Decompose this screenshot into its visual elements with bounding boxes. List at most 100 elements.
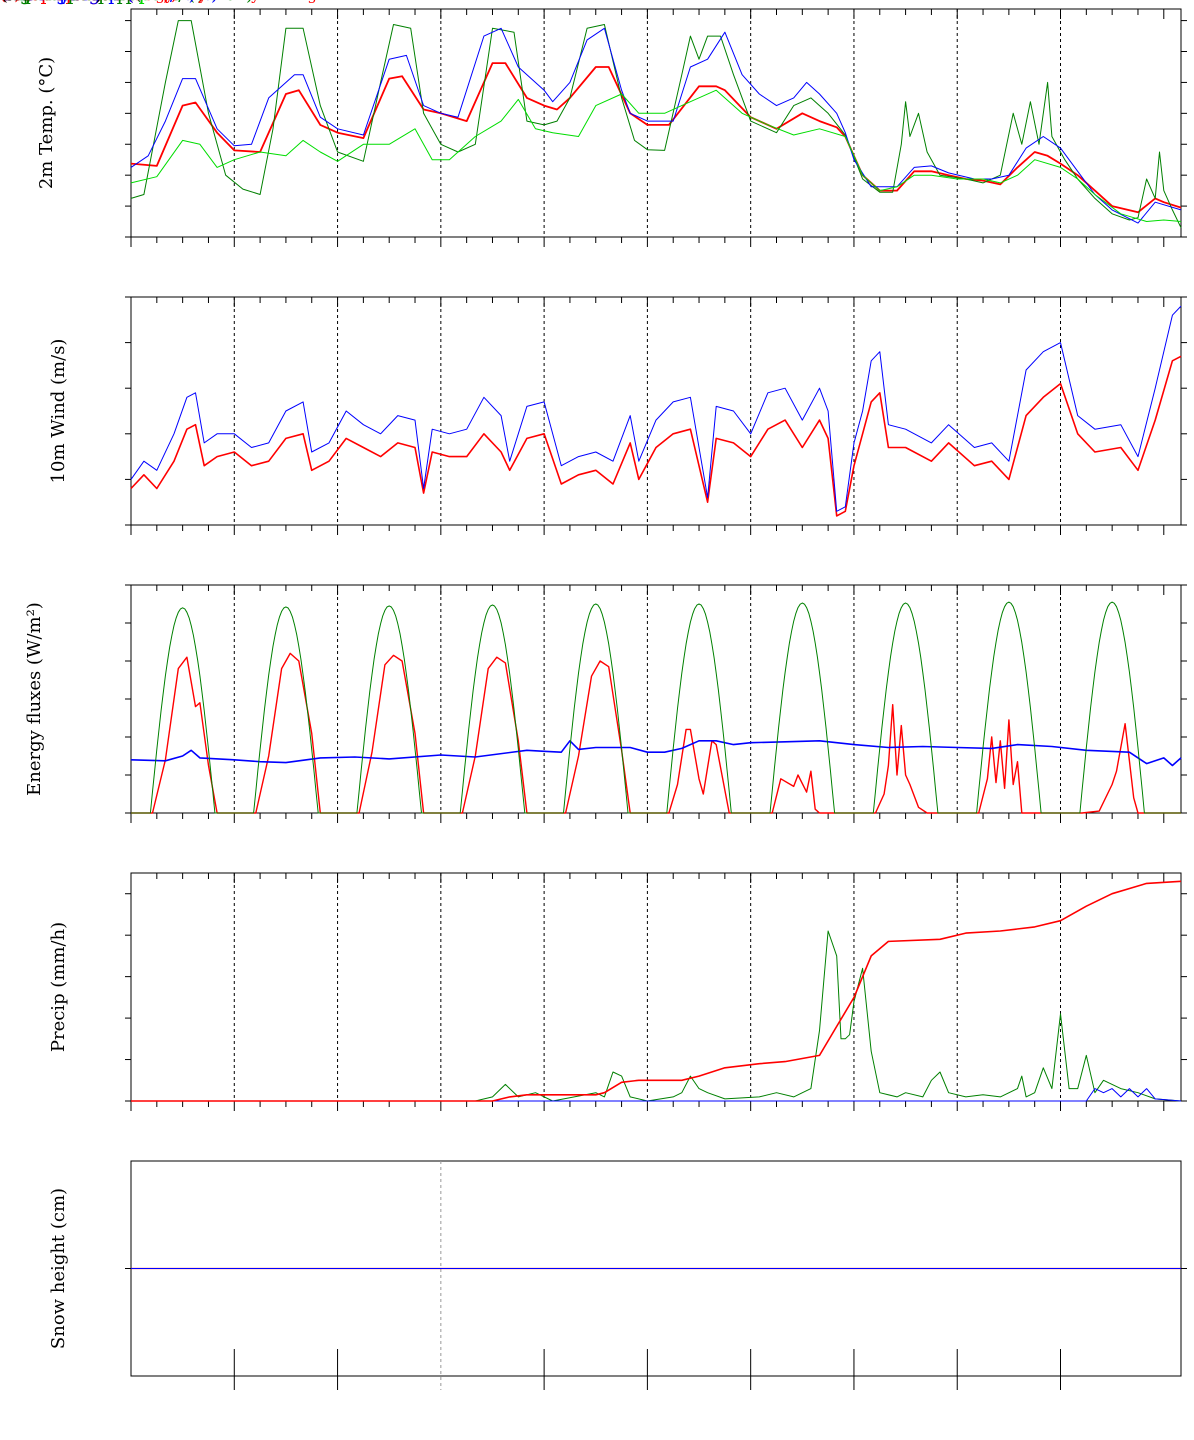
hour-tick-label: 18 <box>0 0 9 4</box>
panel-temp: 0.04.08.012.016.020.024.028.02m Temp. (°… <box>0 0 1187 247</box>
hour-tick-label: 06 <box>0 0 9 4</box>
date-label: MAY 7 <box>0 0 32 5</box>
day-number: 29 <box>0 0 8 3</box>
hour-tick-label: 18 <box>0 0 9 4</box>
day-number: 30 <box>0 0 8 3</box>
hour-tick-label: 18 <box>0 0 9 4</box>
day-number: 3 <box>0 0 4 3</box>
legend-entry: Snow height (cm W.E.) <box>0 0 218 5</box>
hour-tick-label: 12 <box>0 0 9 4</box>
hour-tick-label: 06 <box>0 0 9 4</box>
plot-frame <box>130 8 1182 238</box>
hour-tick-label: 18 <box>0 0 9 4</box>
date-label: MAY 5 <box>0 0 32 5</box>
legend-entry: Total cumulated (cm) <box>0 0 205 5</box>
series-line-lightgreen <box>130 89 1182 222</box>
date-label: MAY 4 <box>0 0 32 5</box>
date-label: APR 30 <box>0 0 36 5</box>
day-abbr: Su <box>0 0 13 5</box>
hour-tick-label: 00 <box>0 0 9 4</box>
hour-tick-label: 18 <box>0 0 9 4</box>
hour-tick-label: 06 <box>0 0 9 4</box>
hour-tick-label: 18 <box>0 0 9 4</box>
legend-entry: Snow height (cm) <box>0 0 170 5</box>
date-label: MAY 6 <box>0 0 32 5</box>
hour-tick-label: 18 <box>0 0 9 4</box>
date-label: MAY 4 <box>0 0 32 5</box>
hour-tick-label: 00 <box>0 0 9 4</box>
date-label: MAY 7 <box>0 0 32 5</box>
hour-tick-label: 00 <box>0 0 9 4</box>
hour-tick-label: 12 <box>0 0 9 4</box>
hour-tick-label: 00 <box>0 0 9 4</box>
date-label: MAY 2 <box>0 0 32 5</box>
hour-tick-label: 18 <box>0 0 9 4</box>
hour-tick-label: 06 <box>0 0 9 4</box>
date-label: APR 28 <box>0 0 36 5</box>
date-label: APR 28 <box>0 0 36 5</box>
month-label: MAY <box>0 0 19 4</box>
hour-tick-label: 00 <box>0 0 9 4</box>
y-axis-label: 10m Wind (m/s) <box>48 339 69 484</box>
hour-tick-label: 00 <box>0 0 9 4</box>
hour-tick-label: 06 <box>0 0 9 4</box>
hour-tick-label: 00 <box>0 0 9 4</box>
hour-tick-label: 18 <box>0 0 9 4</box>
hour-tick-label: 12 <box>0 0 9 4</box>
day-abbr: Su <box>0 0 13 5</box>
hour-tick-label: 18 <box>0 0 9 4</box>
hour-tick-label: 00 <box>0 0 9 4</box>
legend-entry: Wind speed <box>0 0 112 5</box>
hour-tick-label: 06 <box>0 0 9 4</box>
day-abbr: Mo <box>0 0 15 5</box>
hour-tick-label: 00 <box>0 0 9 4</box>
hour-tick-label: 12 <box>0 0 9 4</box>
hour-tick-label: 18 <box>0 0 9 4</box>
day-abbr: We <box>0 0 15 5</box>
day-number: 6 <box>0 0 4 3</box>
hour-tick-label: 12 <box>0 0 9 4</box>
hour-tick-label: 12 <box>0 0 9 4</box>
hour-tick-label: 12 <box>0 0 9 4</box>
date-label: MAY 3 <box>0 0 32 5</box>
date-label: APR 30 <box>0 0 36 5</box>
hour-tick-label: 00 <box>0 0 9 4</box>
legend-entry: Wind gust <box>0 0 98 5</box>
day-number: 2 <box>0 0 4 3</box>
day-abbr: Tu <box>0 0 12 5</box>
date-label: MAY 3 <box>0 0 32 5</box>
date-label: MAY 6 <box>0 0 32 5</box>
hour-tick-label: 18 <box>0 0 9 4</box>
day-number: 5 <box>0 0 4 3</box>
hour-tick-label: 00 <box>0 0 9 4</box>
y-axis-label: Energy fluxes (W/m²) <box>24 602 45 796</box>
hour-tick-label: 18 <box>0 0 9 4</box>
hour-tick-label: 06 <box>0 0 9 4</box>
date-label: MAY 5 <box>0 0 32 5</box>
hour-tick-label: 06 <box>0 0 9 4</box>
hour-tick-label: 00 <box>0 0 9 4</box>
series-line-blue <box>130 305 1182 512</box>
legend-entry: Solar <box>0 0 52 5</box>
day-abbr: We <box>0 0 15 5</box>
hour-tick-label: 00 <box>0 0 9 4</box>
panel-energy: 0.200.400.600.800.1000.1200.Energy fluxe… <box>0 0 1187 823</box>
hour-tick-label: 12 <box>0 0 9 4</box>
hour-tick-label: 06 <box>0 0 9 4</box>
date-label: APR 29 <box>0 0 36 5</box>
day-number: 28 <box>0 0 8 3</box>
hour-tick-label: 00 <box>0 0 9 4</box>
hour-tick-label: 12 <box>0 0 9 4</box>
date-label: APR 29 <box>0 0 36 5</box>
date-label: MAY 3 <box>0 0 32 5</box>
model-credit: MARv3.14 model forced by GFS <box>0 0 244 4</box>
hour-tick-label: 12 <box>0 0 9 4</box>
hour-tick-label: 00 <box>0 0 9 4</box>
hour-tick-label: 00 <box>0 0 9 4</box>
hour-tick-label: 18 <box>0 0 9 4</box>
legend-entry: Temperature <box>0 0 124 5</box>
hour-tick-label: 18 <box>0 0 9 4</box>
day-abbr: Th <box>0 0 12 5</box>
day-abbr: Sa <box>0 0 12 5</box>
series-line-blue <box>130 27 1182 224</box>
